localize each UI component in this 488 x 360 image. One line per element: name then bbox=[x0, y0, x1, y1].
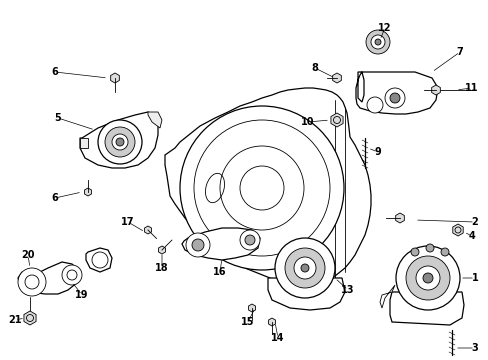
Text: 21: 21 bbox=[8, 315, 21, 325]
Polygon shape bbox=[164, 88, 370, 280]
Polygon shape bbox=[389, 292, 463, 325]
Circle shape bbox=[240, 230, 260, 250]
Circle shape bbox=[415, 266, 439, 290]
Circle shape bbox=[98, 120, 142, 164]
Polygon shape bbox=[355, 72, 437, 114]
Text: 16: 16 bbox=[213, 267, 226, 277]
Text: 17: 17 bbox=[121, 217, 135, 227]
Circle shape bbox=[18, 268, 46, 296]
Circle shape bbox=[366, 97, 382, 113]
Polygon shape bbox=[80, 138, 88, 148]
Circle shape bbox=[389, 93, 399, 103]
Text: 8: 8 bbox=[311, 63, 318, 73]
Circle shape bbox=[301, 264, 308, 272]
Text: 12: 12 bbox=[378, 23, 391, 33]
Text: 4: 4 bbox=[468, 231, 474, 241]
Circle shape bbox=[92, 252, 108, 268]
Circle shape bbox=[274, 238, 334, 298]
Text: 10: 10 bbox=[301, 117, 314, 127]
Polygon shape bbox=[182, 228, 260, 260]
Text: 20: 20 bbox=[21, 250, 35, 260]
Polygon shape bbox=[18, 262, 80, 294]
Circle shape bbox=[293, 257, 315, 279]
Polygon shape bbox=[110, 73, 119, 83]
Polygon shape bbox=[80, 112, 158, 168]
Text: 13: 13 bbox=[341, 285, 354, 295]
Text: 6: 6 bbox=[52, 67, 58, 77]
Text: 2: 2 bbox=[470, 217, 477, 227]
Circle shape bbox=[285, 248, 325, 288]
Text: 14: 14 bbox=[271, 333, 284, 343]
Circle shape bbox=[374, 39, 380, 45]
Circle shape bbox=[410, 248, 418, 256]
Circle shape bbox=[440, 248, 448, 256]
Circle shape bbox=[62, 265, 82, 285]
Text: 7: 7 bbox=[456, 47, 463, 57]
Circle shape bbox=[185, 233, 209, 257]
Polygon shape bbox=[158, 246, 165, 254]
Text: 11: 11 bbox=[464, 83, 478, 93]
Circle shape bbox=[112, 134, 128, 150]
Circle shape bbox=[116, 138, 124, 146]
Text: 5: 5 bbox=[55, 113, 61, 123]
Polygon shape bbox=[144, 226, 151, 234]
Text: 9: 9 bbox=[374, 147, 381, 157]
Text: 18: 18 bbox=[155, 263, 168, 273]
Circle shape bbox=[192, 239, 203, 251]
Polygon shape bbox=[248, 304, 255, 312]
Circle shape bbox=[370, 35, 384, 49]
Polygon shape bbox=[148, 112, 162, 128]
Polygon shape bbox=[452, 224, 462, 236]
Circle shape bbox=[425, 244, 433, 252]
Text: 19: 19 bbox=[75, 290, 88, 300]
Polygon shape bbox=[84, 188, 91, 196]
Circle shape bbox=[422, 273, 432, 283]
Text: 3: 3 bbox=[470, 343, 477, 353]
Polygon shape bbox=[395, 213, 404, 223]
Circle shape bbox=[395, 246, 459, 310]
Text: 1: 1 bbox=[470, 273, 477, 283]
Polygon shape bbox=[332, 73, 341, 83]
Circle shape bbox=[365, 30, 389, 54]
Circle shape bbox=[105, 127, 135, 157]
Circle shape bbox=[180, 106, 343, 270]
Circle shape bbox=[244, 235, 254, 245]
Polygon shape bbox=[379, 285, 394, 308]
Polygon shape bbox=[431, 85, 439, 95]
Polygon shape bbox=[24, 311, 36, 325]
Polygon shape bbox=[267, 278, 345, 310]
Polygon shape bbox=[268, 318, 275, 326]
Polygon shape bbox=[330, 113, 343, 127]
Text: 15: 15 bbox=[241, 317, 254, 327]
Circle shape bbox=[384, 88, 404, 108]
Polygon shape bbox=[86, 248, 112, 272]
Text: 6: 6 bbox=[52, 193, 58, 203]
Circle shape bbox=[405, 256, 449, 300]
